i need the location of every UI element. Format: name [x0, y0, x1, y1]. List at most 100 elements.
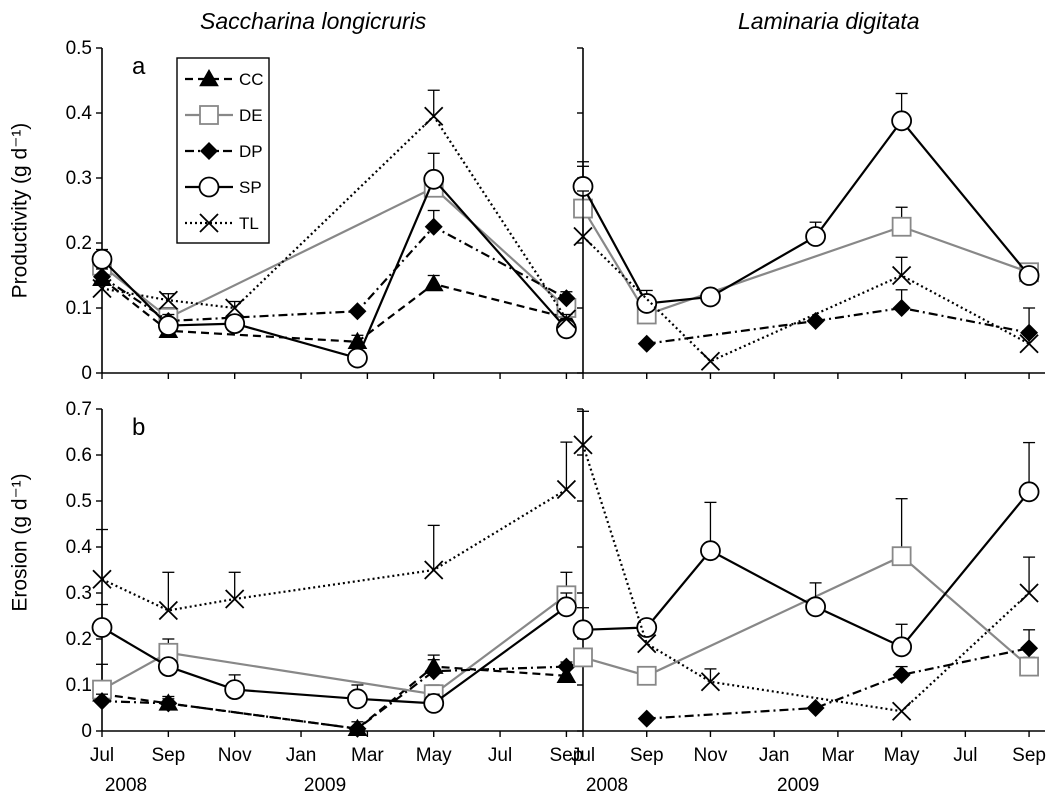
data-point-dp	[1020, 639, 1039, 658]
data-point-tl	[700, 672, 721, 692]
legend-label-tl: TL	[239, 214, 259, 233]
legend-label-cc: CC	[239, 70, 264, 89]
data-point-sp	[556, 318, 577, 340]
y-tick-label: 0.6	[66, 445, 92, 466]
series-line-de	[582, 554, 1030, 677]
data-point-sp	[700, 540, 721, 562]
data-point-tl	[573, 226, 593, 247]
data-point-dp	[557, 657, 576, 676]
data-point-sp	[805, 596, 826, 618]
series-line-dp	[646, 647, 1030, 720]
x-tick-label: Sep	[550, 745, 584, 766]
y-tick-label: 0.2	[66, 233, 92, 254]
data-point-tl	[225, 589, 245, 609]
y-tick-label: 0.2	[66, 629, 92, 650]
column-title-right: Laminaria digitata	[738, 8, 920, 34]
legend-marker-dp	[200, 142, 218, 160]
x-tick-label: Sep	[630, 745, 664, 766]
series-tl	[573, 410, 1039, 721]
panel-3: 0 0.1 0.2 0.3 0.4 0.5 0.6 0.7 Jul Sep Nov Jan Mar May…	[66, 399, 584, 796]
data-point-de	[573, 647, 593, 668]
legend-marker-tl	[199, 213, 219, 233]
data-point-dp	[806, 312, 825, 330]
data-point-sp	[572, 619, 594, 641]
series-line-tl	[582, 235, 1030, 363]
y-tick-label: 0.3	[66, 168, 92, 189]
data-point-de	[891, 216, 912, 237]
data-point-tl	[92, 278, 112, 299]
data-point-dp	[348, 719, 367, 738]
data-point-tl	[1019, 334, 1039, 354]
x-tick-label: Jan	[286, 745, 317, 766]
data-point-tl	[225, 298, 245, 318]
series-sp	[91, 152, 577, 369]
year-label: 2008	[105, 775, 147, 796]
year-label: 2008	[586, 775, 628, 796]
x-tick-label: Nov	[218, 745, 252, 766]
x-tick-label: Sep	[1012, 745, 1046, 766]
panel-letter: b	[132, 414, 145, 441]
data-point-dp	[892, 665, 911, 684]
data-point-dp	[637, 334, 656, 353]
year-label: 2009	[304, 775, 346, 796]
series-line-tl	[101, 488, 567, 612]
data-point-sp	[91, 248, 113, 270]
legend-label-dp: DP	[239, 142, 263, 161]
y-tick-label: 0	[81, 721, 92, 742]
y-tick-label: 0	[81, 363, 92, 384]
panel-1: 0 0.1 0.2 0.3 0.4 0.5 a	[66, 38, 583, 384]
data-point-tl	[637, 633, 657, 654]
series-sp	[91, 592, 577, 714]
data-point-dp	[159, 694, 178, 713]
series-tl	[92, 89, 577, 329]
y-tick-label: 0.1	[66, 298, 92, 319]
y-tick-label: 0.5	[66, 38, 92, 59]
data-point-tl	[556, 309, 577, 329]
series-line-sp	[101, 177, 568, 360]
data-point-sp	[423, 168, 445, 190]
data-point-tl	[700, 351, 721, 371]
x-tick-label: Mar	[822, 745, 855, 766]
data-point-sp	[1018, 265, 1040, 286]
series-tl	[573, 190, 1039, 371]
data-point-tl	[424, 106, 444, 126]
data-point-tl	[158, 600, 178, 621]
y-tick-label: 0.7	[66, 399, 92, 420]
series-dp	[637, 289, 1039, 353]
data-point-sp	[157, 656, 179, 677]
data-point-dp	[93, 692, 111, 711]
data-point-sp	[636, 617, 658, 638]
x-tick-label: Mar	[351, 745, 384, 766]
data-point-sp	[1018, 481, 1040, 503]
legend-label-de: DE	[239, 106, 263, 125]
data-point-tl	[891, 265, 912, 286]
data-point-cc	[423, 273, 444, 292]
y-tick-label: 0.4	[66, 103, 93, 124]
series-line-tl	[101, 114, 568, 320]
data-point-tl	[556, 479, 577, 500]
panel-2	[572, 47, 1045, 379]
data-point-sp	[347, 688, 368, 710]
data-point-tl	[573, 435, 593, 455]
data-point-de	[1019, 656, 1039, 677]
data-point-tl	[891, 701, 912, 721]
series-sp	[572, 441, 1040, 658]
x-tick-label: Jul	[488, 745, 512, 766]
x-tick-label: Nov	[694, 745, 728, 766]
data-point-dp	[424, 217, 443, 236]
series-dp	[93, 657, 576, 738]
data-point-dp	[557, 289, 576, 308]
data-point-dp	[348, 302, 367, 321]
data-point-sp	[224, 679, 246, 700]
data-point-sp	[700, 286, 721, 308]
series-line-de	[101, 594, 568, 696]
data-point-sp	[891, 636, 913, 658]
series-line-sp	[101, 605, 568, 705]
data-point-tl	[424, 560, 444, 580]
y-tick-label: 0.3	[66, 583, 92, 604]
x-tick-label: Jan	[759, 745, 790, 766]
data-point-tl	[1019, 583, 1039, 603]
